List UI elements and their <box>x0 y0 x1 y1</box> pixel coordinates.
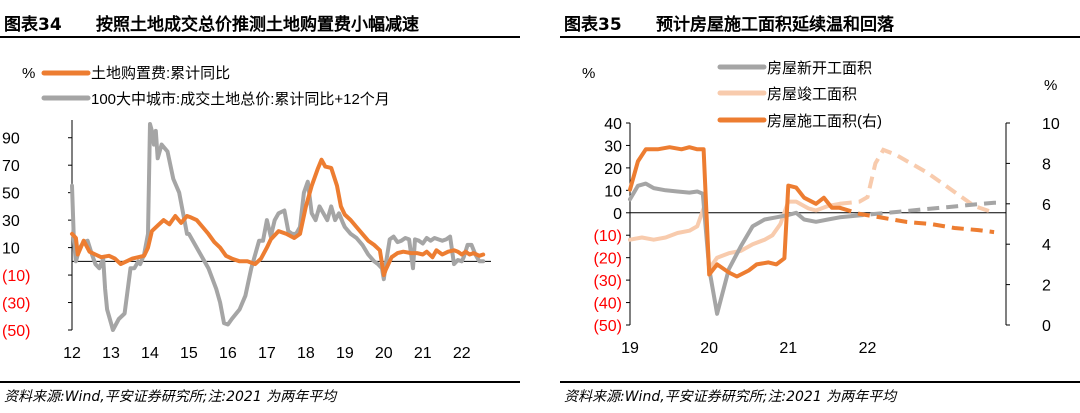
right-right-y-tick-label: 10 <box>1042 116 1060 133</box>
left-y-tick-label: 10 <box>2 241 20 258</box>
right-right-y-tick-label: 0 <box>1042 318 1051 335</box>
left-x-tick-label: 17 <box>258 345 276 362</box>
left-x-tick-label: 21 <box>414 345 432 362</box>
left-y-tick-label: (30) <box>2 296 30 313</box>
right-plot-area <box>628 145 1002 316</box>
right-right-y-tick-label: 4 <box>1042 237 1051 254</box>
right-left-y-tick-label: 0 <box>613 206 622 223</box>
legend-label-land-purchase: 土地购置费:累计同比 <box>91 65 230 82</box>
left-figure-number: 图表34 <box>4 15 62 35</box>
right-figure-number: 图表35 <box>564 15 622 35</box>
right-title-bar: 图表35 预计房屋施工面积延续温和回落 <box>560 6 1080 38</box>
left-chart-title: 按照土地成交总价推测土地购置费小幅减速 <box>96 15 419 35</box>
left-x-tick-label: 18 <box>297 345 315 362</box>
left-axes: (50) (30) (10) 10 30 50 70 90 12 13 14 15 16 17 18 19 20… <box>2 120 491 362</box>
right-right-y-tick-label: 2 <box>1042 278 1051 295</box>
left-x-tick-label: 12 <box>63 345 81 362</box>
left-x-tick-label: 14 <box>141 345 159 362</box>
left-chart-panel: 图表34 按照土地成交总价推测土地购置费小幅减速 % 土地购置费:累计同比 10… <box>0 0 520 413</box>
right-x-tick-label: 20 <box>700 340 718 357</box>
left-series-2-line <box>70 122 486 332</box>
right-right-y-tick-label: 6 <box>1042 197 1051 214</box>
right-left-y-tick-label: (20) <box>594 251 622 268</box>
left-unit-label: % <box>22 65 35 82</box>
left-x-tick-label: 13 <box>102 345 120 362</box>
right-x-tick-label: 22 <box>859 340 877 357</box>
right-footer-rule <box>560 381 1080 383</box>
legend-label-new-starts: 房屋新开工面积 <box>767 60 872 77</box>
right-left-unit-label: % <box>582 65 595 82</box>
left-y-tick-label: (10) <box>2 268 30 285</box>
left-y-tick-label: 50 <box>2 186 20 203</box>
left-source-note: 资料来源:Wind,平安证券研究所;注:2021 为两年平均 <box>4 389 337 405</box>
legend-label-city-land-sales: 100大中城市:成交土地总价:累计同比+12个月 <box>91 90 390 108</box>
left-series-1-line <box>70 157 486 278</box>
right-x-tick-label: 19 <box>621 340 639 357</box>
right-chart-title: 预计房屋施工面积延续温和回落 <box>656 15 894 35</box>
right-series-2-line <box>628 199 842 271</box>
right-left-y-tick-label: 10 <box>604 183 622 200</box>
right-series-2-forecast-line <box>839 147 995 215</box>
right-left-y-tick-label: (40) <box>594 296 622 313</box>
right-series-3-forecast-line <box>839 205 995 235</box>
left-title-bar: 图表34 按照土地成交总价推测土地购置费小幅减速 <box>0 6 520 38</box>
left-chart: % 土地购置费:累计同比 100大中城市:成交土地总价:累计同比+12个月 (5… <box>2 65 491 362</box>
right-source-note: 资料来源:Wind,平安证券研究所;注:2021 为两年平均 <box>564 389 897 405</box>
left-y-tick-label: 30 <box>2 213 20 230</box>
right-left-y-tick-label: 40 <box>604 116 622 133</box>
left-legend: % 土地购置费:累计同比 100大中城市:成交土地总价:累计同比+12个月 <box>22 65 390 108</box>
legend-label-under-construction: 房屋施工面积(右) <box>767 113 882 130</box>
left-y-tick-label: 70 <box>2 158 20 175</box>
right-left-y-tick-label: (10) <box>594 228 622 245</box>
right-left-y-tick-label: 20 <box>604 161 622 178</box>
right-chart: % % 房屋新开工面积 房屋竣工面积 房屋施工面积(右) 403020100(1… <box>582 60 1060 357</box>
right-series-1-forecast-line <box>851 200 1002 219</box>
right-left-y-tick-label: (50) <box>594 318 622 335</box>
right-x-tick-label: 21 <box>779 340 797 357</box>
left-x-tick-label: 15 <box>180 345 198 362</box>
left-plot-area <box>70 122 486 332</box>
legend-label-completions: 房屋竣工面积 <box>767 86 857 103</box>
right-right-unit-label: % <box>1044 77 1057 94</box>
right-right-y-tick-label: 8 <box>1042 156 1051 173</box>
right-left-y-tick-label: (30) <box>594 273 622 290</box>
left-x-tick-label: 19 <box>336 345 354 362</box>
left-y-tick-label: (50) <box>2 323 30 340</box>
left-x-tick-label: 20 <box>375 345 393 362</box>
left-x-tick-label: 16 <box>219 345 237 362</box>
right-series-3-line <box>628 145 842 279</box>
right-series-1-line <box>628 181 854 316</box>
left-x-tick-label: 22 <box>453 345 471 362</box>
right-left-y-tick-label: 30 <box>604 138 622 155</box>
left-y-tick-label: 90 <box>2 131 20 148</box>
left-footer-rule <box>0 381 520 383</box>
right-legend: % % 房屋新开工面积 房屋竣工面积 房屋施工面积(右) <box>582 60 1057 130</box>
right-chart-panel: 图表35 预计房屋施工面积延续温和回落 % % 房屋新开工面积 房屋竣工面积 房… <box>560 0 1080 413</box>
